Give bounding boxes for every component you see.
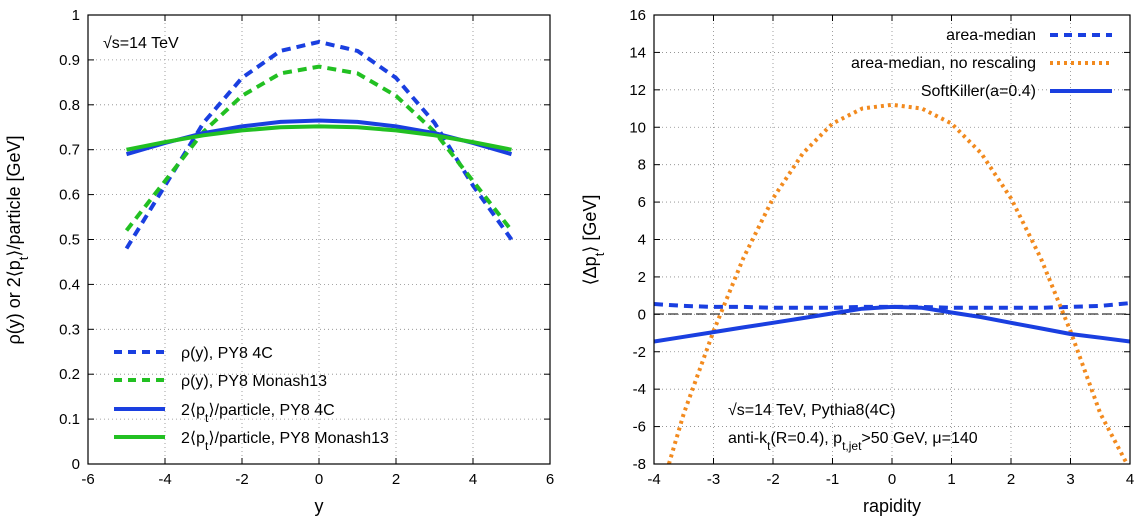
right-series-line-2 bbox=[654, 304, 1130, 344]
left-x-axis-title: y bbox=[315, 496, 324, 516]
left-x-tick-label: 4 bbox=[469, 471, 477, 488]
left-y-tick-label: 0.3 bbox=[59, 321, 80, 338]
right-x-tick-label: 3 bbox=[1066, 471, 1074, 488]
right-annotation-energy-generator: √s=14 TeV, Pythia8(4C) bbox=[728, 402, 896, 419]
left-legend-label-pt-4c: 2⟨pt⟩/particle, PY8 4C bbox=[181, 402, 335, 425]
left-y-tick-label: 0.2 bbox=[59, 366, 80, 383]
right-series bbox=[654, 102, 1130, 464]
right-legend-label-softkiller: SoftKiller(a=0.4) bbox=[921, 83, 1036, 100]
left-y-tick-label: 0 bbox=[72, 456, 80, 473]
left-y-tick-label: 0.8 bbox=[59, 97, 80, 114]
left-y-tick-label: 0.1 bbox=[59, 411, 80, 428]
left-legend-label-pt-monash: 2⟨pt⟩/particle, PY8 Monash13 bbox=[181, 430, 389, 453]
right-annotation-jet-definition: anti-kt(R=0.4), pt,jet>50 GeV, μ=140 bbox=[728, 430, 978, 453]
right-y-tick-label: -8 bbox=[633, 456, 646, 473]
left-series-line-0 bbox=[124, 39, 514, 250]
right-x-tick-label: 2 bbox=[1007, 471, 1015, 488]
left-y-tick-label: 0.6 bbox=[59, 187, 80, 204]
right-x-tick-label: -4 bbox=[647, 471, 660, 488]
left-axis-ticks: -6 -4 -2 0 2 4 6 0 0.1 0.2 0.3 0.4 0.5 0.6 0.7 0.8 0.9 1 bbox=[59, 7, 554, 488]
right-y-tick-label: -2 bbox=[633, 344, 646, 361]
right-x-tick-label: -1 bbox=[826, 471, 839, 488]
left-annotation-energy: √s=14 TeV bbox=[103, 35, 179, 52]
left-series bbox=[124, 39, 514, 250]
right-y-tick-label: 4 bbox=[638, 232, 646, 249]
left-x-tick-label: -6 bbox=[81, 471, 94, 488]
right-legend: area-median area-median, no rescaling So… bbox=[851, 27, 1112, 100]
right-legend-label-no-rescaling: area-median, no rescaling bbox=[851, 55, 1036, 72]
right-x-tick-label: 1 bbox=[947, 471, 955, 488]
right-x-tick-label: -3 bbox=[707, 471, 720, 488]
right-y-tick-label: 14 bbox=[629, 44, 646, 61]
left-plot-frame bbox=[87, 14, 551, 465]
right-grid bbox=[654, 15, 1130, 464]
left-grid bbox=[88, 15, 550, 464]
right-y-tick-label: 8 bbox=[638, 157, 646, 174]
right-x-axis-title: rapidity bbox=[863, 496, 921, 516]
right-series-line-0 bbox=[654, 301, 1130, 310]
left-y-axis-title: ρ(y) or 2⟨pt⟩/particle [GeV] bbox=[4, 136, 31, 345]
right-y-axis-title: ⟨Δpt⟩ [GeV] bbox=[580, 195, 607, 286]
right-x-tick-label: 4 bbox=[1126, 471, 1134, 488]
right-y-tick-label: 6 bbox=[638, 194, 646, 211]
right-y-tick-label: 10 bbox=[629, 119, 646, 136]
right-x-tick-label: -2 bbox=[766, 471, 779, 488]
left-x-tick-label: -2 bbox=[235, 471, 248, 488]
right-y-tick-label: -4 bbox=[633, 381, 646, 398]
right-y-tick-label: 0 bbox=[638, 306, 646, 323]
left-x-tick-label: 6 bbox=[546, 471, 554, 488]
right-y-tick-label: 2 bbox=[638, 269, 646, 286]
left-x-tick-label: -4 bbox=[158, 471, 171, 488]
left-x-tick-label: 2 bbox=[392, 471, 400, 488]
left-series-line-3 bbox=[126, 124, 512, 152]
right-y-tick-label: -6 bbox=[633, 419, 646, 436]
left-y-tick-label: 1 bbox=[72, 7, 80, 24]
right-x-tick-label: 0 bbox=[888, 471, 896, 488]
left-chart-panel: -6 -4 -2 0 2 4 600.10.20.30.40.50.60.70.80.91 … bbox=[4, 7, 554, 516]
left-y-tick-label: 0.9 bbox=[59, 52, 80, 69]
right-y-tick-label: 16 bbox=[629, 7, 646, 24]
left-y-tick-label: 0.5 bbox=[59, 232, 80, 249]
right-y-tick-label: 12 bbox=[629, 82, 646, 99]
left-legend-label-rho-monash: ρ(y), PY8 Monash13 bbox=[181, 373, 327, 390]
left-y-tick-label: 0.7 bbox=[59, 142, 80, 159]
left-y-tick-label: 0.4 bbox=[59, 276, 80, 293]
left-legend-label-rho-4c: ρ(y), PY8 4C bbox=[181, 345, 273, 362]
right-plot-frame bbox=[653, 14, 1131, 465]
left-legend: ρ(y), PY8 4C ρ(y), PY8 Monash13 2⟨pt⟩/pa… bbox=[114, 345, 389, 453]
left-series-line-1 bbox=[124, 64, 514, 232]
right-legend-label-area-median: area-median bbox=[946, 27, 1036, 44]
left-x-tick-label: 0 bbox=[315, 471, 323, 488]
